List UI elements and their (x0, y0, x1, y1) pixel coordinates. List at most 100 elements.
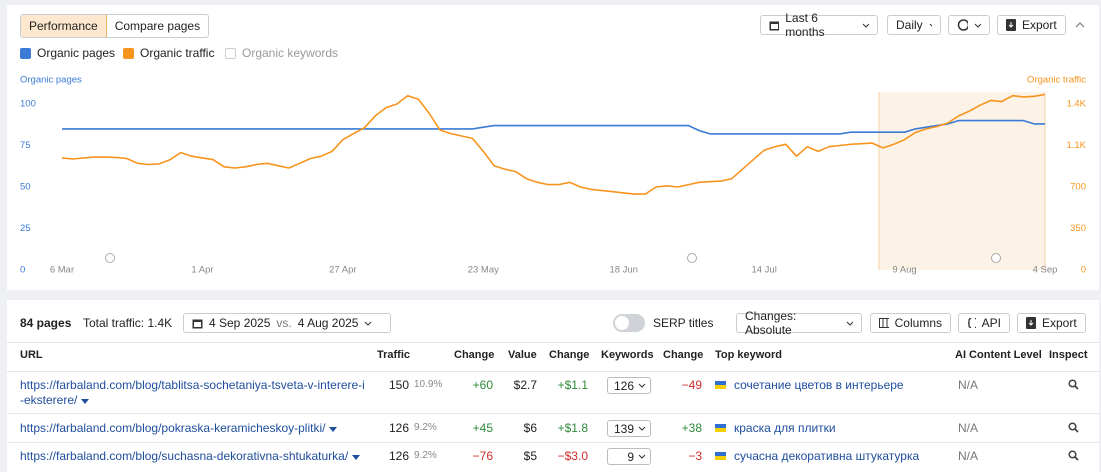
column-header: Value (508, 349, 537, 361)
url[interactable]: https://farbaland.com/blog/tablitsa-soch… (20, 378, 365, 408)
date: 4 Sep 2025 (209, 316, 271, 330)
top-keyword[interactable]: краска для плитки (734, 421, 836, 435)
y-tick-label: 350 (1070, 223, 1086, 234)
serp-titles: SERP titles (653, 316, 714, 330)
export-label: Export (1042, 316, 1077, 330)
pages-count: 84 pages (20, 316, 72, 330)
divider (7, 413, 1099, 414)
inspect[interactable] (1068, 450, 1079, 464)
series-line (61, 93, 1046, 195)
granularity: Daily (896, 18, 923, 32)
granularity-select[interactable]: Daily (887, 15, 941, 35)
api-label: API (981, 316, 1001, 330)
column-header: Inspect (1049, 349, 1088, 361)
top-keyword[interactable]: сочетание цветов в интерьере (734, 378, 904, 392)
x-tick-label: 27 Apr (329, 265, 356, 276)
traffic-share: 9.2% (414, 422, 437, 433)
export-button[interactable]: Export (997, 15, 1066, 35)
legend-entry: Organic pages (37, 46, 116, 60)
x-tick-label: 6 Mar (50, 265, 74, 276)
export-button[interactable]: Export (1017, 313, 1086, 333)
keywords-select[interactable]: 126 (607, 377, 651, 394)
y-tick-label: 1.1K (1066, 140, 1086, 151)
y-tick-label: 700 (1070, 182, 1086, 193)
annotations-button[interactable] (948, 15, 990, 35)
vs: vs. (276, 316, 292, 330)
keywords-select[interactable]: 139 (607, 420, 651, 437)
keywords: 9 (627, 449, 634, 464)
y-tick-label: 75 (20, 140, 31, 151)
url-text[interactable]: https://farbaland.com/blog/pokraska-kera… (20, 421, 326, 435)
tab[interactable]: Compare pages (114, 19, 201, 33)
y-tick-label: 1.4K (1066, 99, 1086, 110)
column-header: Traffic (377, 349, 411, 361)
column-header: AI Content Level (955, 349, 1042, 361)
checkbox[interactable] (225, 48, 236, 59)
divider (7, 442, 1099, 443)
collapse-icon[interactable] (1075, 21, 1085, 28)
columns-button[interactable]: Columns (870, 313, 951, 333)
y-axis-label: Organic pages (20, 75, 82, 86)
traffic: 126 (388, 421, 409, 435)
x-tick-label: 4 Sep (1033, 265, 1058, 276)
x-tick-label: 23 May (468, 265, 499, 276)
y-tick-label: 0 (1081, 265, 1086, 276)
ai-level: N/A (958, 421, 979, 435)
tab[interactable]: Performance (21, 15, 107, 37)
period: Last 6 months (785, 11, 825, 39)
traffic-change: −76 (472, 449, 493, 463)
toggle[interactable] (613, 314, 645, 332)
top-keyword[interactable]: сучасна декоративна штукатурка (734, 449, 920, 463)
url-text[interactable]: https://farbaland.com/blog/tablitsa-soch… (20, 378, 365, 407)
value-change: +$1.1 (557, 378, 588, 392)
flag (715, 381, 726, 389)
value: $2.7 (513, 378, 537, 392)
column-header: Top keyword (715, 349, 783, 361)
flag (715, 424, 726, 432)
divider (7, 371, 1099, 372)
traffic: 150 (388, 378, 409, 392)
x-tick-label: 14 Jul (751, 265, 776, 276)
compare-date: 4 Aug 2025 (297, 316, 359, 330)
url-text[interactable]: https://farbaland.com/blog/suchasna-deko… (20, 449, 349, 463)
api-button[interactable]: API (958, 313, 1010, 333)
y-tick-label: 25 (20, 223, 31, 234)
legend-entry: Organic traffic (140, 46, 215, 60)
columns-label: Columns (894, 316, 942, 330)
legend-entry: Organic keywords (242, 46, 339, 60)
total-traffic: Total traffic: 1.4K (83, 316, 173, 330)
ai-level: N/A (958, 449, 979, 463)
period-select[interactable]: Last 6 months (760, 11, 878, 39)
traffic-share: 9.2% (414, 450, 437, 461)
traffic-change: +60 (472, 378, 493, 392)
keywords: 126 (613, 378, 634, 393)
traffic-change: +45 (472, 421, 493, 435)
inspect[interactable] (1068, 422, 1079, 436)
url[interactable]: https://farbaland.com/blog/suchasna-deko… (20, 449, 365, 464)
x-tick-label: 9 Aug (892, 265, 916, 276)
y-tick-label: 100 (20, 99, 36, 110)
url[interactable]: https://farbaland.com/blog/pokraska-kera… (20, 421, 365, 436)
date-select[interactable]: 4 Sep 2025 vs. 4 Aug 2025 (183, 313, 391, 333)
ai-level: N/A (958, 378, 979, 392)
keywords-change: +38 (681, 421, 702, 435)
flag (715, 452, 726, 460)
x-tick-label: 18 Jun (609, 265, 638, 276)
value: $6 (523, 421, 537, 435)
tab-group: Performance Compare pages (20, 14, 210, 38)
checkbox[interactable] (123, 48, 134, 59)
value: $5 (523, 449, 537, 463)
column-header: Change (663, 349, 704, 361)
changes-select[interactable]: Changes: Absolute (736, 309, 862, 337)
checkbox[interactable] (20, 48, 31, 59)
value-change: −$3.0 (557, 449, 588, 463)
value-change: +$1.8 (557, 421, 588, 435)
column-header: Change (454, 349, 495, 361)
y2-axis-label: Organic traffic (1027, 75, 1086, 86)
series-line (62, 119, 1045, 135)
x-tick-label: 1 Apr (191, 265, 213, 276)
divider (7, 342, 1099, 343)
inspect[interactable] (1068, 379, 1079, 393)
keywords-select[interactable]: 9 (607, 448, 651, 465)
